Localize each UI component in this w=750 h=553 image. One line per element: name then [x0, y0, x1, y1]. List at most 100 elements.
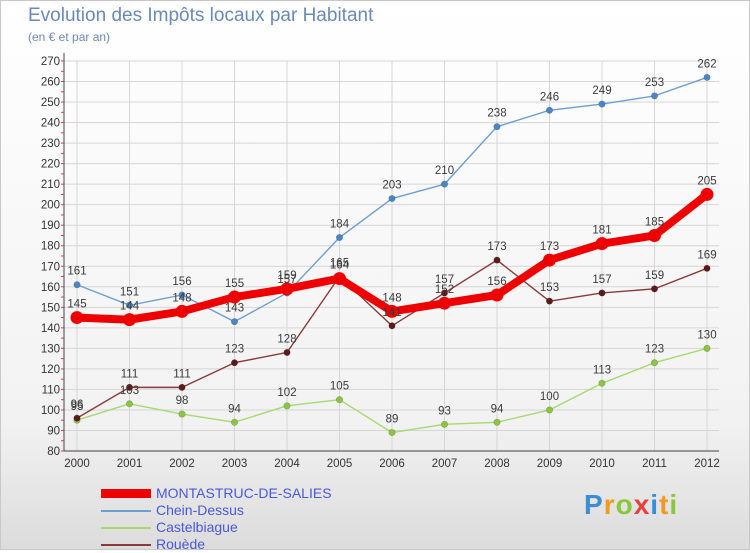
data-label-rou-de-2005: 165 [330, 258, 349, 270]
point-castelbiague-2006 [388, 429, 396, 437]
data-label-rou-de-2010: 157 [592, 274, 611, 286]
proxiti-logo: Proxiti [584, 489, 678, 521]
data-label-castelbiague-2007: 93 [438, 405, 451, 417]
point-montastruc-de-salies-2003 [228, 290, 241, 304]
point-montastruc-de-salies-2011 [648, 228, 661, 242]
y-tick-label-260: 260 [41, 77, 60, 89]
legend-label-chein-dessus: Chein-Dessus [156, 502, 244, 518]
y-tick-label-250: 250 [41, 97, 60, 109]
data-label-castelbiague-2001: 103 [120, 385, 139, 397]
data-label-chein-dessus-2005: 184 [330, 219, 350, 231]
data-label-montastruc-de-salies-2005: 164 [330, 260, 350, 272]
data-label-chein-dessus-2007: 210 [435, 165, 454, 177]
point-rou-de-2001 [126, 383, 134, 391]
point-castelbiague-2008 [493, 418, 501, 426]
point-castelbiague-2004 [283, 402, 291, 410]
y-tick-label-160: 160 [41, 282, 60, 294]
y-tick-label-210: 210 [41, 179, 60, 191]
legend-label-castelbiague: Castelbiague [156, 519, 238, 535]
y-tick-label-120: 120 [41, 364, 60, 376]
point-montastruc-de-salies-2010 [595, 237, 609, 251]
data-label-castelbiague-2012: 130 [697, 329, 716, 341]
grid [64, 60, 719, 452]
point-chein-dessus-2011 [650, 92, 658, 100]
point-rou-de-2010 [598, 289, 606, 297]
data-label-rou-de-2006: 141 [382, 307, 401, 319]
data-label-castelbiague-2003: 94 [228, 403, 241, 415]
point-rou-de-2011 [650, 285, 658, 293]
chart-subtitle: (en € et par an) [28, 30, 111, 44]
point-montastruc-de-salies-2009 [543, 253, 556, 267]
data-label-rou-de-2003: 123 [225, 344, 244, 356]
data-label-chein-dessus-2010: 249 [592, 85, 611, 97]
y-tick-label-220: 220 [41, 159, 60, 171]
point-rou-de-2002 [178, 383, 186, 391]
data-label-rou-de-2012: 169 [697, 249, 716, 261]
point-chein-dessus-2012 [703, 73, 711, 81]
data-label-rou-de-2009: 153 [540, 282, 559, 294]
point-castelbiague-2012 [703, 344, 711, 352]
data-label-rou-de-2008: 173 [487, 241, 506, 253]
data-label-rou-de-2004: 128 [277, 333, 296, 345]
data-label-montastruc-de-salies-2001: 144 [120, 301, 140, 313]
x-tick-label-2005: 2005 [327, 458, 353, 470]
data-label-castelbiague-2000: 95 [71, 401, 84, 413]
point-castelbiague-2009 [545, 406, 553, 414]
y-tick-label-90: 90 [47, 425, 60, 437]
legend-swatch-rouede [101, 544, 151, 546]
data-label-chein-dessus-2002: 156 [172, 276, 191, 288]
data-label-montastruc-de-salies-2009: 173 [540, 241, 559, 253]
point-montastruc-de-salies-2004 [280, 282, 294, 296]
point-rou-de-2003 [231, 359, 239, 367]
data-labels: 161 151 156 143 157 184 203 210 238 246 249 253 262 9… [67, 58, 716, 425]
point-chein-dessus-2008 [493, 123, 501, 131]
data-label-montastruc-de-salies-2000: 145 [67, 299, 86, 311]
data-label-rou-de-2000: 96 [71, 399, 84, 411]
x-tick-label-2006: 2006 [379, 458, 405, 470]
logo-letter-5: t [659, 489, 670, 520]
x-tick-label-2012: 2012 [694, 458, 720, 470]
point-montastruc-de-salies-2001 [123, 313, 136, 327]
y-tick-label-200: 200 [41, 200, 60, 212]
logo-letter-0: P [584, 489, 604, 520]
data-label-chein-dessus-2000: 161 [67, 266, 86, 278]
data-label-castelbiague-2011: 123 [645, 344, 664, 356]
x-tick-label-2001: 2001 [117, 458, 143, 470]
data-label-chein-dessus-2006: 203 [382, 180, 401, 192]
data-label-castelbiague-2008: 94 [491, 403, 504, 415]
legend-label-montastruc: MONTASTRUC-DE-SALIES [156, 485, 332, 501]
point-rou-de-2008 [493, 256, 501, 264]
axes: 8090100110120130140150160170180190200210… [41, 53, 720, 470]
point-chein-dessus-2001 [126, 301, 134, 309]
data-label-chein-dessus-2001: 151 [120, 286, 139, 298]
point-rou-de-2009 [545, 297, 553, 305]
point-chein-dessus-2003 [231, 318, 239, 326]
point-montastruc-de-salies-2008 [490, 288, 504, 302]
point-castelbiague-2002 [178, 410, 186, 418]
logo-letter-4: i [650, 489, 660, 520]
data-label-montastruc-de-salies-2008: 156 [487, 276, 506, 288]
point-chein-dessus-2009 [545, 106, 553, 114]
data-label-castelbiague-2010: 113 [593, 364, 611, 376]
y-tick-label-190: 190 [41, 220, 60, 232]
logo-letter-2: o [615, 489, 634, 520]
y-tick-label-180: 180 [41, 241, 60, 253]
x-tick-label-2010: 2010 [589, 458, 615, 470]
point-castelbiague-2003 [231, 418, 239, 426]
data-label-montastruc-de-salies-2007: 152 [435, 284, 454, 296]
point-rou-de-2000 [73, 414, 81, 422]
data-label-montastruc-de-salies-2010: 181 [592, 225, 611, 237]
y-tick-label-130: 130 [41, 343, 60, 355]
point-castelbiague-2010 [598, 379, 606, 387]
logo-letter-6: i [669, 489, 679, 520]
x-tick-label-2004: 2004 [274, 458, 300, 470]
legend-swatch-castelbiague [101, 527, 151, 529]
y-tick-label-150: 150 [41, 302, 60, 314]
point-castelbiague-2005 [335, 396, 343, 404]
y-tick-label-80: 80 [47, 446, 60, 458]
data-label-rou-de-2007: 157 [435, 274, 454, 286]
point-montastruc-de-salies-2006 [385, 304, 399, 318]
x-tick-label-2009: 2009 [537, 458, 563, 470]
